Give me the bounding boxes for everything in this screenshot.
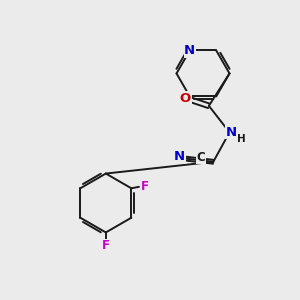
- Text: N: N: [225, 126, 236, 139]
- Text: F: F: [102, 239, 110, 252]
- Text: H: H: [238, 134, 246, 144]
- Text: C: C: [196, 151, 205, 164]
- Text: N: N: [184, 44, 195, 57]
- Text: O: O: [180, 92, 191, 105]
- Text: N: N: [174, 150, 185, 163]
- Text: F: F: [141, 180, 149, 193]
